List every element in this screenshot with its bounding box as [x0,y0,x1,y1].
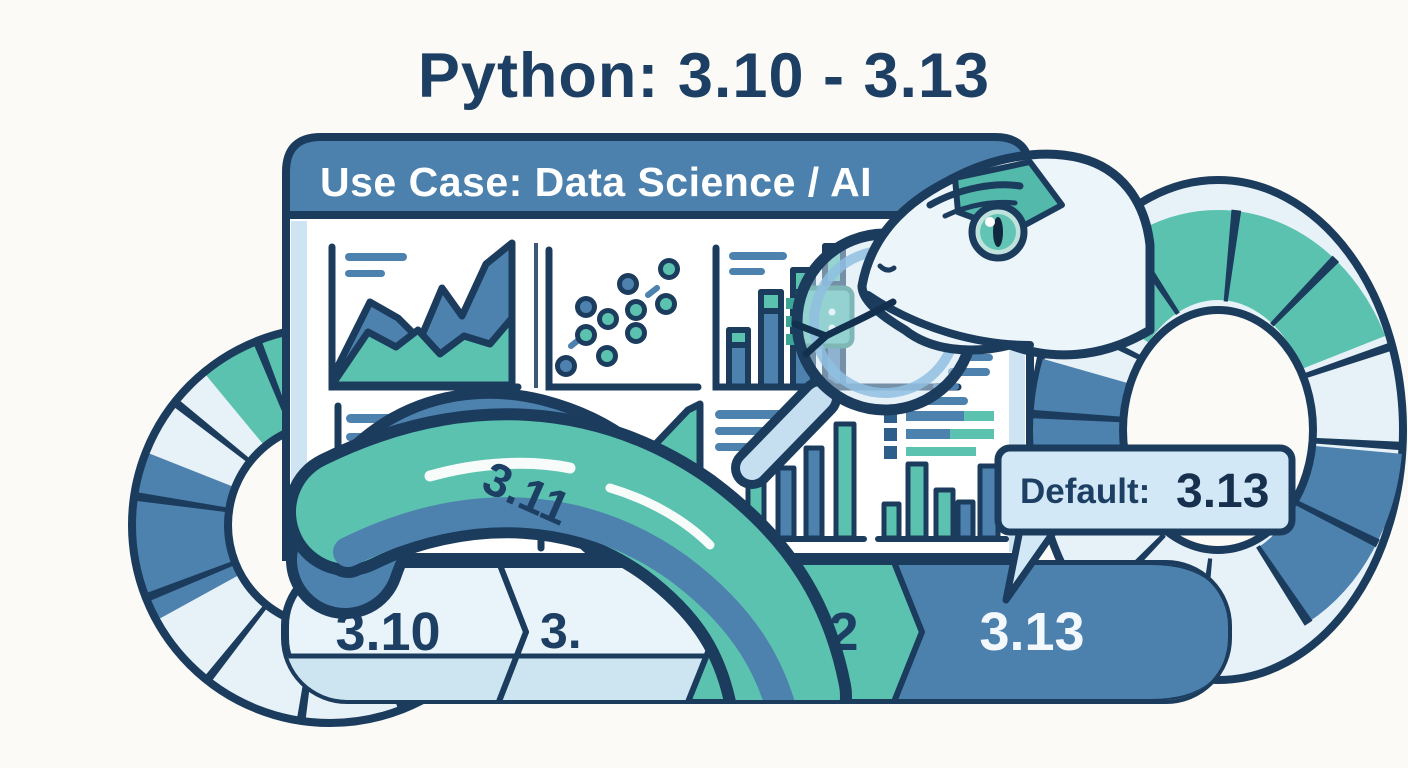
python-snake-head-icon [857,149,1155,360]
callout-label: Default: [1020,472,1150,511]
version-label-partial: 3. [540,603,582,659]
scatter-plot-icon [545,246,702,391]
snake-eye-icon [968,202,1028,262]
checklist-icon [884,410,994,459]
callout-value: 3.13 [1176,465,1269,518]
snake-body-band: 3.11 [284,387,852,700]
panel-header-title: Use Case: Data Science / AI [320,159,872,205]
brow-line [926,181,1024,209]
segment-separator [495,564,530,700]
default-version-callout: Default: 3.13 [994,444,1296,604]
nostril [877,263,897,273]
version-label-3-13: 3.13 [979,602,1084,662]
forked-tongue-icon [791,298,897,358]
bar-charts-checklist-icon [707,410,1009,542]
line-area-chart-icon [328,239,522,391]
page-title: Python: 3.10 - 3.13 [418,41,990,111]
callout-box [994,444,1296,536]
